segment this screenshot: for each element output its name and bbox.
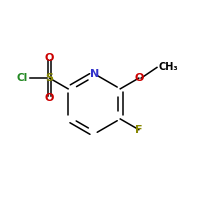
Text: CH₃: CH₃: [158, 62, 178, 72]
Text: N: N: [90, 69, 99, 79]
Text: O: O: [45, 53, 54, 63]
Text: O: O: [134, 73, 143, 83]
Text: Cl: Cl: [16, 73, 28, 83]
Text: F: F: [135, 125, 143, 135]
Text: O: O: [45, 93, 54, 103]
Text: S: S: [46, 73, 54, 83]
